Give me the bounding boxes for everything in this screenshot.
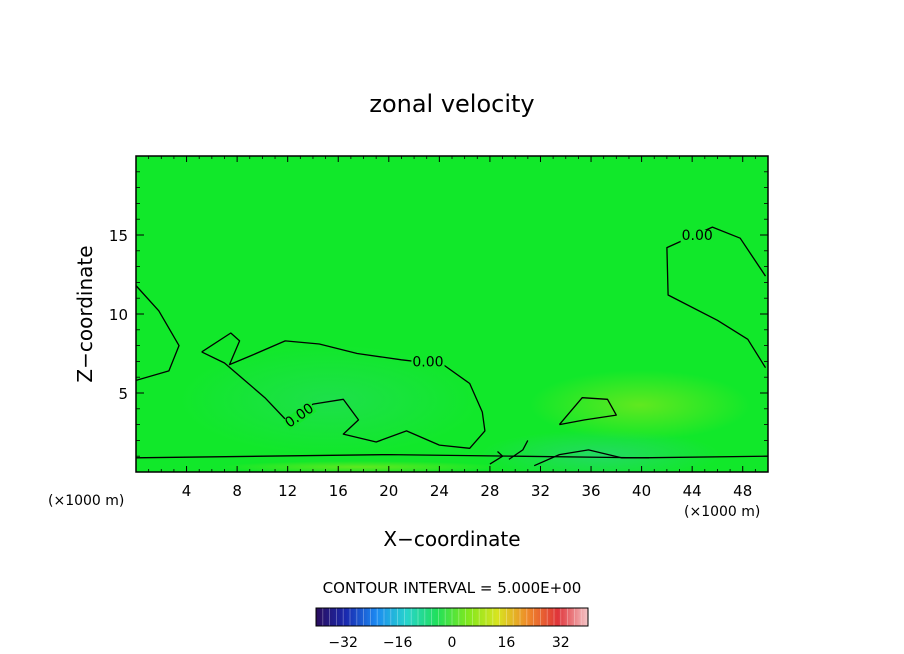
- colorbar-tick-label: 32: [552, 635, 570, 651]
- colorbar-frame: [315, 607, 589, 627]
- contour-labels: 0.000.000.00: [282, 228, 714, 431]
- x-tick-label: 40: [632, 482, 651, 500]
- colorbar-tick-label: −16: [383, 635, 413, 651]
- colorbar-stripes: [322, 608, 582, 626]
- x-tick-label: 12: [278, 482, 297, 500]
- y-axis-label: Z−coordinate: [73, 245, 97, 382]
- contour-label: 0.00: [682, 228, 713, 244]
- contour-line: [201, 332, 486, 449]
- field-anomaly-positive: [530, 370, 750, 440]
- contour-line: [666, 226, 767, 369]
- colorbar-tick-label: 0: [448, 635, 457, 651]
- colorbar-tick-label: 16: [497, 635, 515, 651]
- x-unit-right: (×1000 m): [684, 504, 760, 520]
- x-unit-left: (×1000 m): [48, 493, 124, 509]
- contour-line: [489, 451, 504, 465]
- colorbar-tick-label: −32: [328, 635, 358, 651]
- y-tick-label: 15: [109, 227, 128, 245]
- contour-label-background: [411, 356, 445, 369]
- chart-title: zonal velocity: [369, 90, 534, 118]
- contour-interval-note: CONTOUR INTERVAL = 5.000E+00: [323, 579, 582, 597]
- contour-line: [558, 397, 617, 426]
- x-tick-label: 48: [733, 482, 752, 500]
- contour-label-background: [680, 230, 714, 242]
- contour-lines: [136, 226, 768, 467]
- colorbar: −32 −16 0 16 32: [315, 607, 589, 651]
- colorbar-ticks: −32 −16 0 16 32: [328, 635, 569, 651]
- contour-label-background: [282, 401, 317, 431]
- contour-line: [533, 449, 650, 467]
- x-tick-label: 36: [581, 482, 600, 500]
- x-tick-label: 24: [430, 482, 449, 500]
- field-anomaly-bottom: [480, 430, 720, 472]
- x-tick-label: 8: [232, 482, 242, 500]
- colorbar-gradient: [316, 608, 588, 626]
- x-axis-label: X−coordinate: [383, 527, 520, 551]
- contour-label: 0.00: [412, 354, 443, 370]
- y-axis-ticks: 5 10 15: [109, 171, 768, 457]
- x-tick-label: 20: [379, 482, 398, 500]
- plot-area: 0.000.000.00: [136, 156, 768, 472]
- x-tick-label: 16: [329, 482, 348, 500]
- field-anomaly-left: [180, 345, 480, 455]
- x-tick-label: 28: [480, 482, 499, 500]
- y-tick-label: 10: [109, 306, 128, 324]
- y-tick-label: 5: [118, 385, 128, 403]
- contour-line: [136, 453, 768, 459]
- contour-line: [508, 440, 529, 460]
- x-tick-label: 4: [182, 482, 192, 500]
- field-anomaly-surface: [220, 461, 500, 472]
- contour-line: [136, 285, 180, 382]
- x-tick-label: 32: [531, 482, 550, 500]
- x-axis-ticks: 4 8 12 16 20 24 28 32 36 40 44 48: [148, 156, 756, 500]
- x-tick-label: 44: [683, 482, 702, 500]
